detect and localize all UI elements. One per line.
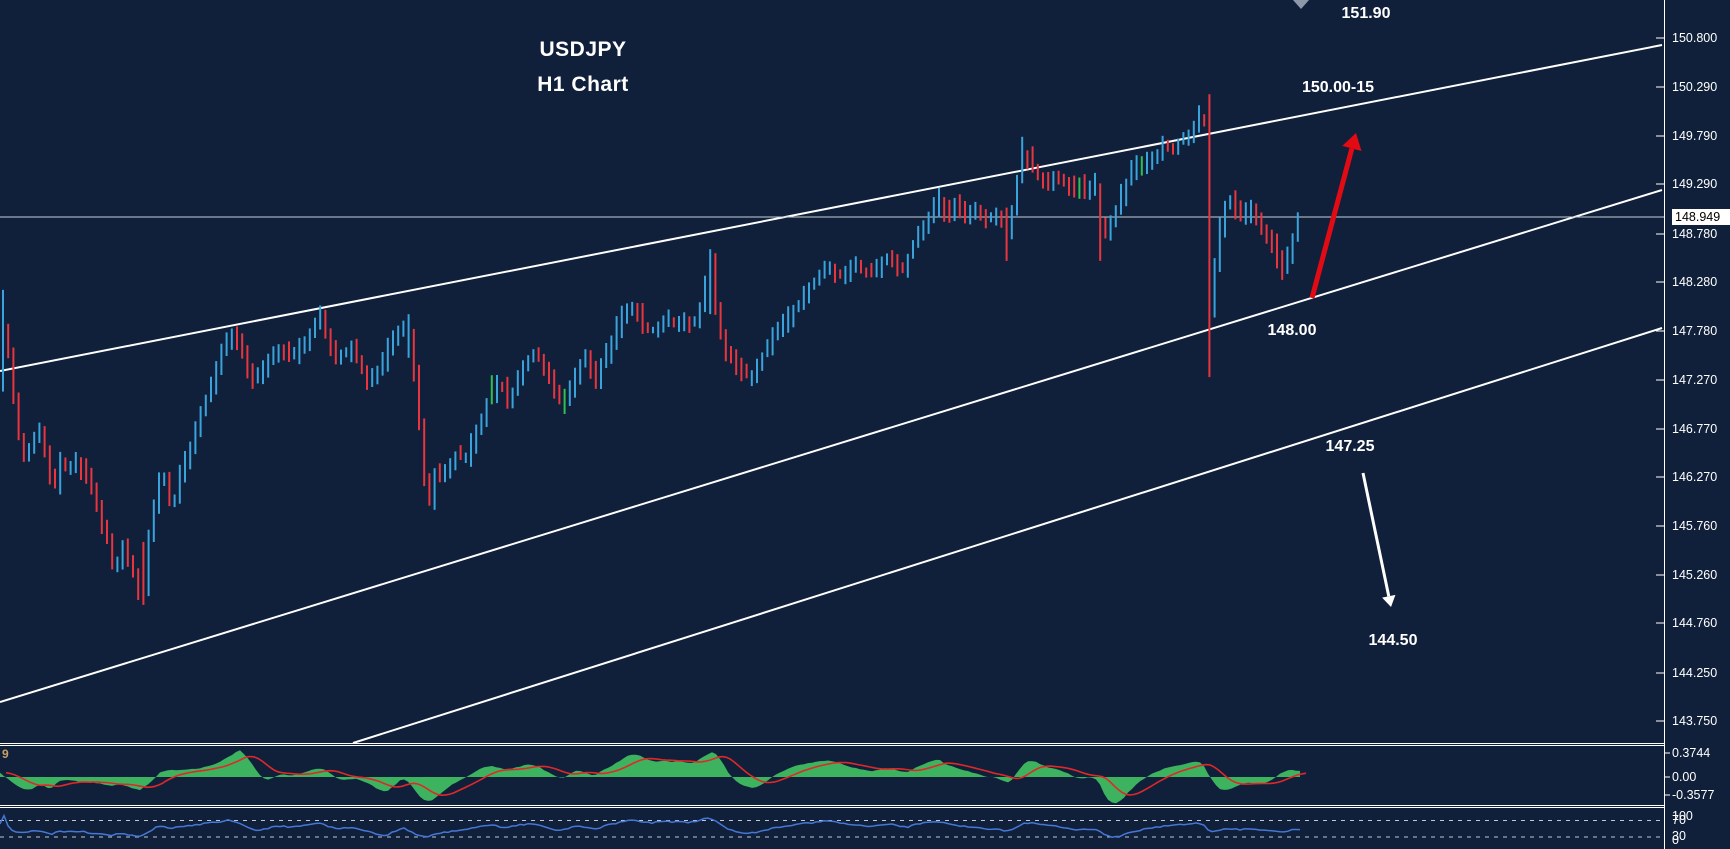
trendline[interactable] [0, 189, 1663, 703]
price-axis-label: 150.290 [1672, 80, 1718, 94]
bearish-projection-arrow[interactable] [1361, 472, 1391, 597]
rsi-axis-label: 70 [1672, 813, 1686, 827]
price-axis-label: 144.250 [1672, 666, 1718, 680]
osma-axis-label: -0.3577 [1672, 788, 1715, 802]
price-target-label[interactable]: 150.00-15 [1301, 79, 1375, 96]
price-axis-label: 145.760 [1672, 519, 1718, 533]
price-axis-label: 148.780 [1672, 227, 1718, 241]
price-axis-label: 146.270 [1672, 470, 1718, 484]
price-axis-label: 150.800 [1672, 31, 1718, 45]
bullish-projection-arrow[interactable] [1309, 147, 1355, 299]
price-target-label[interactable]: 148.00 [1267, 322, 1317, 339]
price-target-label[interactable]: 144.50 [1368, 632, 1418, 649]
scroll-marker-icon[interactable] [1293, 0, 1309, 9]
ohlc-bars [2, 94, 1299, 605]
indicator-label-fragment: 9 [2, 747, 9, 761]
price-axis-label: 148.280 [1672, 275, 1718, 289]
trendline[interactable] [352, 327, 1663, 744]
price-axis-label: 146.770 [1672, 422, 1718, 436]
osma-histogram-area [0, 750, 1300, 804]
price-axis-label: 147.780 [1672, 324, 1718, 338]
rsi-axis-label: 0 [1672, 833, 1679, 847]
bullish-projection-arrow-head[interactable] [1342, 133, 1362, 152]
rsi-axis-label: 30 [1672, 829, 1686, 843]
osma-axis-label: 0.3744 [1672, 746, 1711, 760]
price-target-label[interactable]: 147.25 [1325, 438, 1375, 455]
price-axis-label: 149.290 [1672, 177, 1718, 191]
osma-axis-label: 0.00 [1672, 770, 1697, 784]
rsi-line [0, 813, 1301, 838]
price-axis-label: 143.750 [1672, 714, 1718, 728]
price-axis-label: 144.760 [1672, 616, 1718, 630]
price-axis-label: 145.260 [1672, 568, 1718, 582]
bearish-projection-arrow-head[interactable] [1382, 594, 1396, 607]
price-target-label[interactable]: 151.90 [1341, 5, 1391, 22]
osma-signal-line [5, 755, 1307, 797]
rsi-axis-label: 100 [1672, 809, 1693, 823]
current-price-tag: 148.949 [1672, 209, 1730, 225]
chart-title-timeframe: H1 Chart [537, 73, 629, 96]
price-axis-label: 149.790 [1672, 129, 1718, 143]
price-axis-label: 147.270 [1672, 373, 1718, 387]
chart-title-symbol: USDJPY [539, 38, 627, 61]
trendline[interactable] [0, 44, 1663, 372]
